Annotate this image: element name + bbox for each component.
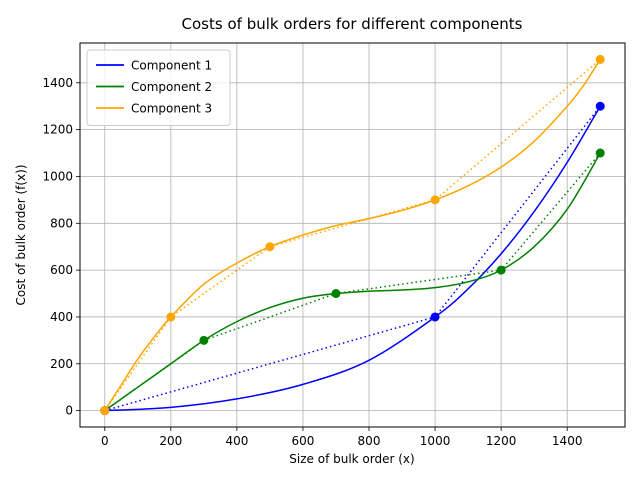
x-tick-label: 400 bbox=[225, 434, 248, 448]
x-tick-label: 1000 bbox=[420, 434, 451, 448]
y-tick-label: 200 bbox=[50, 357, 73, 371]
legend-label: Component 3 bbox=[131, 102, 212, 116]
series-1-curve bbox=[104, 105, 601, 412]
series-3-curve bbox=[104, 58, 601, 412]
y-tick-label: 800 bbox=[50, 216, 73, 230]
series-2-curve bbox=[104, 152, 601, 412]
y-tick-label: 1400 bbox=[42, 76, 73, 90]
data-point bbox=[595, 148, 605, 158]
x-tick-label: 0 bbox=[101, 434, 109, 448]
x-tick-label: 600 bbox=[292, 434, 315, 448]
chart-title: Costs of bulk orders for different compo… bbox=[182, 15, 523, 33]
y-axis-label: Cost of bulk order (f(x)) bbox=[14, 164, 28, 305]
data-point bbox=[331, 289, 341, 299]
legend: Component 1 Component 2 Component 3 bbox=[86, 49, 231, 126]
data-point bbox=[199, 335, 209, 345]
data-point bbox=[496, 265, 506, 275]
x-tick-label: 1400 bbox=[552, 434, 583, 448]
y-tick-label: 1200 bbox=[42, 123, 73, 137]
y-tick-label: 1000 bbox=[42, 169, 73, 183]
series-2-dotted-line bbox=[104, 152, 601, 412]
legend-label: Component 2 bbox=[131, 80, 212, 94]
plot-frame bbox=[79, 42, 626, 428]
x-tick-label: 800 bbox=[358, 434, 381, 448]
x-tick-label: 1200 bbox=[486, 434, 517, 448]
data-point bbox=[100, 406, 110, 416]
data-point bbox=[595, 54, 605, 64]
x-axis-label: Size of bulk order (x) bbox=[289, 452, 414, 466]
legend-frame bbox=[86, 49, 231, 126]
series-1-dotted-line bbox=[104, 105, 601, 412]
legend-label: Component 1 bbox=[131, 59, 212, 73]
data-point bbox=[265, 242, 275, 252]
data-point bbox=[595, 101, 605, 111]
y-tick-label: 400 bbox=[50, 310, 73, 324]
x-tick-label: 200 bbox=[159, 434, 182, 448]
y-tick-label: 600 bbox=[50, 263, 73, 277]
series-3 bbox=[100, 54, 605, 416]
data-point bbox=[430, 195, 440, 205]
ticks: 0 200 400 600 800 1000 1200 1400 0 200 400 600 800 10… bbox=[42, 76, 582, 448]
series-layer bbox=[100, 54, 605, 416]
data-point bbox=[166, 312, 176, 322]
y-tick-label: 0 bbox=[65, 404, 73, 418]
data-point bbox=[430, 312, 440, 322]
series-2 bbox=[100, 148, 605, 416]
series-1 bbox=[100, 101, 605, 416]
